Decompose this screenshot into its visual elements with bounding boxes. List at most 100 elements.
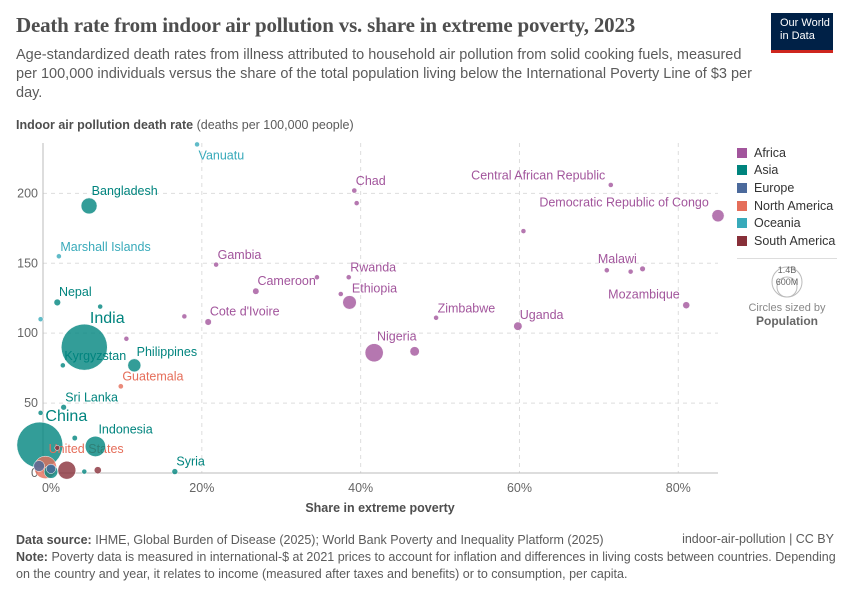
owid-logo[interactable]: Our World in Data bbox=[771, 13, 833, 53]
legend-label: North America bbox=[754, 198, 834, 213]
data-point bbox=[71, 435, 78, 442]
point-label: Syria bbox=[176, 455, 205, 469]
data-point bbox=[57, 461, 77, 480]
data-point bbox=[353, 200, 360, 206]
legend-swatch bbox=[737, 235, 747, 246]
point-label: Uganda bbox=[520, 308, 564, 322]
legend-swatch bbox=[737, 182, 747, 193]
point-label: China bbox=[45, 408, 87, 425]
point-label: Kyrgyzstan bbox=[64, 349, 126, 363]
data-point bbox=[97, 303, 103, 310]
data-point bbox=[61, 323, 108, 371]
footer-notes: Data source: IHME, Global Burden of Dise… bbox=[16, 533, 836, 581]
data-point bbox=[60, 404, 67, 411]
data-point bbox=[127, 358, 142, 373]
point-label: Nigeria bbox=[377, 330, 417, 344]
legend-item[interactable]: South America bbox=[737, 232, 835, 250]
size-legend-circles: 1.4B 600M bbox=[771, 265, 803, 298]
legend-label: Oceania bbox=[754, 216, 801, 231]
data-point bbox=[338, 291, 344, 297]
legend-swatch bbox=[737, 218, 747, 229]
point-label: India bbox=[90, 310, 125, 327]
data-point bbox=[171, 468, 178, 475]
data-point bbox=[80, 197, 98, 215]
data-point bbox=[409, 346, 420, 357]
x-tick-label: 80% bbox=[666, 481, 691, 495]
x-tick-label: 0% bbox=[42, 481, 60, 495]
legend-swatch bbox=[737, 147, 747, 158]
data-point bbox=[342, 295, 357, 310]
size-legend: 1.4B 600M Circles sized by Population bbox=[737, 258, 837, 328]
data-point bbox=[93, 466, 102, 474]
y-tick-label: 50 bbox=[24, 396, 38, 410]
data-point bbox=[351, 187, 358, 194]
point-label: Marshall Islands bbox=[60, 240, 150, 254]
data-point bbox=[433, 315, 439, 321]
svg-text:600M: 600M bbox=[776, 277, 799, 287]
legend-item[interactable]: Oceania bbox=[737, 214, 835, 232]
point-label: Vanuatu bbox=[199, 148, 245, 162]
x-axis-label: Share in extreme poverty bbox=[305, 501, 455, 515]
legend-label: South America bbox=[754, 233, 836, 248]
y-tick-label: 0 bbox=[31, 466, 38, 480]
y-tick-label: 100 bbox=[17, 326, 38, 340]
data-point bbox=[639, 265, 646, 272]
data-point bbox=[604, 267, 610, 273]
point-label: Guatemala bbox=[122, 370, 183, 384]
data-point bbox=[60, 362, 66, 369]
legend-item[interactable]: North America bbox=[737, 197, 835, 215]
point-label: Gambia bbox=[218, 248, 262, 262]
legend-label: Asia bbox=[754, 163, 779, 178]
point-label: Bangladesh bbox=[92, 184, 158, 198]
point-label: Central African Republic bbox=[471, 168, 605, 182]
data-point bbox=[37, 316, 44, 322]
data-point bbox=[37, 410, 44, 416]
data-point bbox=[123, 336, 130, 342]
legend-label: Africa bbox=[754, 145, 786, 160]
footer-license[interactable]: indoor-air-pollution | CC BY bbox=[682, 532, 834, 546]
point-label: Sri Lanka bbox=[65, 390, 118, 404]
point-label: Democratic Republic of Congo bbox=[539, 196, 709, 210]
point-label: Zimbabwe bbox=[438, 301, 496, 315]
y-tick-label: 150 bbox=[17, 256, 38, 270]
color-legend: Africa Asia Europe North America Oceania Sout… bbox=[737, 144, 835, 250]
point-label: Cote d'Ivoire bbox=[210, 305, 280, 319]
data-point bbox=[56, 253, 62, 260]
data-point bbox=[45, 463, 56, 474]
data-point bbox=[117, 383, 124, 390]
legend-item[interactable]: Asia bbox=[737, 162, 835, 180]
data-point bbox=[513, 321, 523, 331]
point-label: Philippines bbox=[137, 345, 197, 359]
y-axis-label: Indoor air pollution death rate (deaths … bbox=[16, 118, 354, 132]
data-point bbox=[314, 274, 320, 280]
data-point bbox=[364, 343, 384, 363]
data-point bbox=[81, 468, 88, 475]
x-tick-label: 60% bbox=[507, 481, 532, 495]
data-point bbox=[711, 209, 725, 223]
data-point bbox=[682, 301, 690, 309]
chart-subtitle: Age-standardized death rates from illnes… bbox=[16, 47, 752, 101]
legend-item[interactable]: Europe bbox=[737, 179, 835, 197]
legend-label: Europe bbox=[754, 180, 795, 195]
data-point bbox=[627, 268, 634, 275]
point-label: Ethiopia bbox=[352, 282, 397, 296]
data-point bbox=[520, 228, 527, 234]
legend-item[interactable]: Africa bbox=[737, 144, 835, 162]
point-label: Chad bbox=[356, 174, 386, 188]
data-point bbox=[345, 274, 352, 280]
data-point bbox=[54, 445, 61, 451]
point-label: Cameroon bbox=[257, 274, 315, 288]
data-point bbox=[204, 318, 212, 326]
data-point bbox=[33, 460, 45, 472]
chart-title: Death rate from indoor air pollution vs.… bbox=[16, 13, 636, 37]
data-point bbox=[252, 287, 260, 295]
legend-swatch bbox=[737, 200, 747, 211]
data-point bbox=[85, 436, 106, 457]
x-tick-label: 40% bbox=[348, 481, 373, 495]
data-point bbox=[608, 182, 614, 188]
data-point bbox=[53, 298, 61, 306]
data-point bbox=[194, 141, 200, 148]
legend-swatch bbox=[737, 165, 747, 176]
point-label: Malawi bbox=[598, 252, 637, 266]
